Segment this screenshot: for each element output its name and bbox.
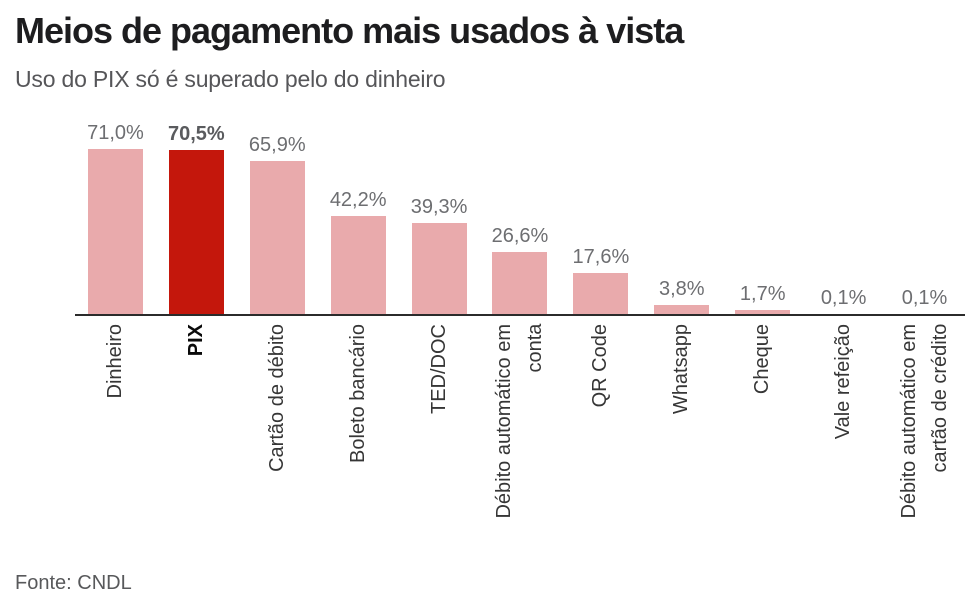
bar-value-debito-automatico-em-cartao-de-credito: 0,1% (901, 287, 948, 309)
bar-dinheiro (87, 149, 143, 314)
bar-value-pix: 70,5% (168, 123, 225, 145)
x-label-cell-whatsapp: Whatsapp (641, 324, 722, 554)
bar-whatsapp (654, 305, 710, 314)
chart-subtitle: Uso do PIX só é superado pelo do dinheir… (15, 66, 446, 92)
x-label-cheque: Cheque (751, 324, 774, 395)
x-label-cell-dinheiro: Dinheiro (75, 324, 156, 554)
bar-qr-code (573, 273, 629, 314)
bar-column-cartao-de-debito: 65,9% (237, 114, 318, 314)
x-label-cell-debito-automatico-em-conta: Débito automático em conta (480, 324, 561, 554)
x-label-cartao-de-debito: Cartão de débito (265, 324, 288, 472)
bar-value-debito-automatico-em-conta: 26,6% (491, 225, 549, 247)
x-label-vale-refeicao: Vale refeição (832, 324, 855, 440)
bar-debito-automatico-em-conta (492, 252, 548, 314)
bar-ted-doc (411, 223, 467, 314)
x-label-qr-code: QR Code (589, 324, 612, 408)
bar-value-cartao-de-debito: 65,9% (248, 134, 306, 156)
x-label-cell-cheque: Cheque (722, 324, 803, 554)
x-label-cell-boleto-bancario: Boleto bancário (318, 324, 399, 554)
x-label-debito-automatico-em-conta: Débito automático em conta (492, 324, 546, 519)
x-label-boleto-bancario: Boleto bancário (346, 324, 369, 463)
x-label-cell-qr-code: QR Code (560, 324, 641, 554)
bar-value-cheque: 1,7% (739, 283, 786, 305)
x-label-cell-debito-automatico-em-cartao-de-credito: Débito automático em cartão de crédito (884, 324, 965, 554)
bar-column-debito-automatico-em-conta: 26,6% (480, 114, 561, 314)
bar-column-vale-refeicao: 0,1% (803, 114, 884, 314)
x-label-pix: PIX (184, 324, 207, 357)
bar-column-qr-code: 17,6% (560, 114, 641, 314)
bar-value-dinheiro: 71,0% (87, 122, 144, 144)
bar-column-boleto-bancario: 42,2% (318, 114, 399, 314)
bar-boleto-bancario (330, 216, 386, 314)
x-label-debito-automatico-em-cartao-de-credito: Débito automático em cartão de crédito (897, 324, 951, 519)
x-label-whatsapp: Whatsapp (670, 324, 693, 415)
bar-column-cheque: 1,7% (722, 114, 803, 314)
bar-cartao-de-debito (249, 161, 305, 314)
x-label-cell-vale-refeicao: Vale refeição (803, 324, 884, 554)
plot-area: 71,0% 70,5% 65,9% 42,2% 39,3% 26,6% 17,6% 3,8% 1… (75, 114, 965, 314)
bar-value-vale-refeicao: 0,1% (820, 287, 867, 309)
bar-column-debito-automatico-em-cartao-de-credito: 0,1% (884, 114, 965, 314)
chart-title: Meios de pagamento mais usados à vista (15, 10, 684, 51)
bar-value-whatsapp: 3,8% (659, 278, 705, 300)
x-label-dinheiro: Dinheiro (103, 324, 126, 399)
x-label-cell-cartao-de-debito: Cartão de débito (237, 324, 318, 554)
bar-column-ted-doc: 39,3% (399, 114, 480, 314)
bar-pix (168, 150, 224, 314)
bar-cheque (735, 310, 791, 314)
bar-value-qr-code: 17,6% (572, 246, 630, 268)
source-note: Fonte: CNDL (15, 572, 132, 594)
bar-value-ted-doc: 39,3% (410, 196, 468, 218)
bar-value-boleto-bancario: 42,2% (329, 189, 387, 211)
x-label-cell-ted-doc: TED/DOC (399, 324, 480, 554)
bar-column-pix: 70,5% (156, 114, 237, 314)
x-label-ted-doc: TED/DOC (427, 324, 450, 414)
x-axis-labels: Dinheiro PIX Cartão de débito Boleto bancár… (75, 324, 965, 554)
bar-column-dinheiro: 71,0% (75, 114, 156, 314)
bar-column-whatsapp: 3,8% (641, 114, 722, 314)
x-label-cell-pix: PIX (156, 324, 237, 554)
x-axis-line (75, 314, 965, 316)
